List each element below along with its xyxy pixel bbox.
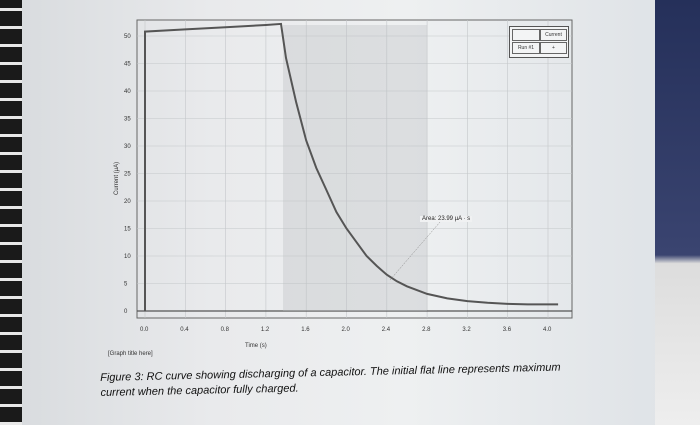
y-tick-label: 25 [124,172,131,178]
x-tick-label: 0.8 [221,327,230,333]
area-shade [283,25,428,311]
current-series-line [144,22,559,311]
legend-swatch [512,29,540,41]
x-tick-label: 3.6 [503,327,512,333]
x-tick-label: 1.6 [301,327,310,333]
y-tick-label: 10 [124,254,131,260]
paper-page [22,0,662,425]
x-axis-label: Time (s) [245,343,267,349]
area-annotation: Area: 23.99 µA · s [420,216,473,222]
x-tick-label: 0.4 [180,327,189,333]
x-tick-label: 2.4 [382,327,391,333]
y-axis-label: Current (µA) [114,162,120,195]
x-tick-label: 2.0 [342,327,351,333]
area-annotation-leader [389,221,441,281]
x-tick-label: 3.2 [462,327,471,333]
y-tick-label: 15 [124,227,131,233]
x-tick-label: 0.0 [140,327,149,333]
legend-header: Current [540,29,567,41]
graph-title: [Graph title here] [108,351,153,357]
x-tick-label: 2.8 [422,327,431,333]
y-tick-label: 45 [124,62,131,68]
x-tick-label: 1.2 [261,327,270,333]
legend-run: Run #1 [512,42,540,54]
integrated-area [283,25,428,311]
plot-frame [136,19,573,319]
y-tick-label: 30 [124,144,131,150]
y-tick-label: 5 [124,282,128,288]
legend-symbol: + [540,42,567,54]
y-tick-label: 40 [124,89,131,95]
tick-labels: 0.0 0.4 0.8 1.2 1.6 2.0 2.4 2.8 3.2 3.6 4.0 0 5 10 15 2… [124,34,552,333]
legend: Current Run #1 + [509,26,569,58]
y-tick-label: 0 [124,309,128,315]
y-tick-label: 50 [124,34,131,40]
y-tick-label: 20 [124,199,131,205]
background-edge [655,0,700,425]
y-tick-label: 35 [124,117,131,123]
x-tick-label: 4.0 [543,327,552,333]
